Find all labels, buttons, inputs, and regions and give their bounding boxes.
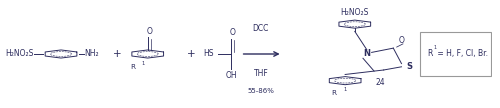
- Text: N: N: [364, 49, 370, 59]
- Text: +: +: [186, 49, 196, 59]
- Text: R: R: [427, 49, 432, 59]
- Text: H₂NO₂S: H₂NO₂S: [5, 49, 34, 59]
- Text: 55-86%: 55-86%: [248, 88, 274, 94]
- Text: 1: 1: [434, 45, 436, 50]
- Text: HS: HS: [203, 49, 213, 59]
- Text: O: O: [230, 29, 235, 37]
- Text: DCC: DCC: [252, 24, 269, 33]
- Text: 1: 1: [142, 61, 144, 66]
- Text: = H, F, Cl, Br.: = H, F, Cl, Br.: [435, 49, 488, 59]
- Text: 24: 24: [376, 78, 385, 87]
- Text: OH: OH: [225, 71, 237, 79]
- Text: O: O: [146, 27, 152, 36]
- Text: THF: THF: [254, 69, 268, 78]
- Text: +: +: [113, 49, 122, 59]
- Text: R: R: [331, 90, 336, 96]
- Text: O: O: [399, 37, 405, 45]
- FancyBboxPatch shape: [420, 32, 491, 76]
- Text: S: S: [406, 62, 412, 71]
- Text: H₂NO₂S: H₂NO₂S: [340, 8, 369, 17]
- Text: 1: 1: [344, 87, 346, 92]
- Text: R: R: [130, 64, 135, 70]
- Text: NH₂: NH₂: [84, 49, 100, 59]
